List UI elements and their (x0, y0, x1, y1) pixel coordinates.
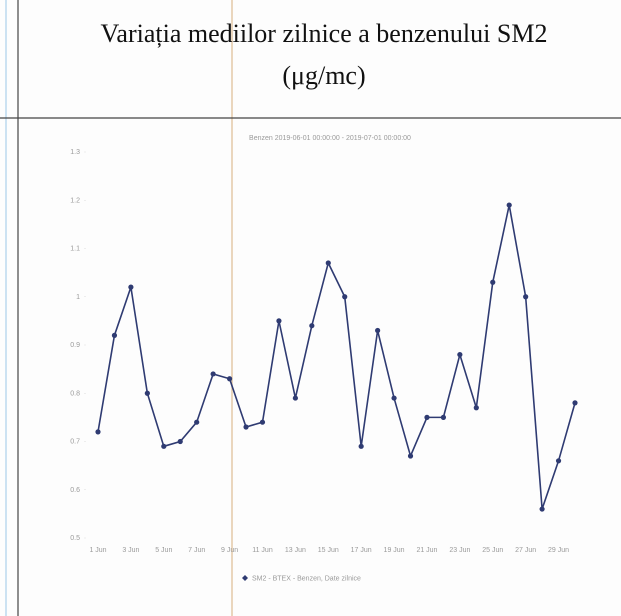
x-tick-label: 11 Jun (252, 547, 273, 554)
point (457, 352, 463, 358)
y-tick-label: 0.6 (70, 487, 80, 494)
point (506, 202, 512, 208)
y-tick-label: 1.3 (70, 149, 80, 156)
y-tick-label: 0.5 (70, 535, 80, 542)
point (243, 424, 249, 430)
point (358, 443, 364, 449)
point (325, 260, 331, 266)
point (523, 294, 529, 300)
x-tick-label: 25 Jun (482, 547, 503, 554)
x-tick-label: 17 Jun (351, 547, 372, 554)
point (539, 506, 545, 512)
title-line: Variația mediilor zilnice a benzenului S… (101, 19, 548, 48)
point (259, 419, 266, 425)
x-tick-label: 29 Jun (548, 547, 569, 554)
point (407, 453, 414, 459)
point (144, 390, 150, 396)
x-tick-label: 15 Jun (318, 547, 339, 554)
point (342, 294, 348, 300)
x-tick-label: 27 Jun (515, 547, 536, 554)
y-tick-label: 0.8 (70, 390, 80, 397)
point (128, 284, 134, 290)
point (391, 395, 397, 401)
x-tick-label: 13 Jun (285, 547, 306, 554)
point (210, 371, 216, 377)
point (440, 414, 447, 420)
x-tick-label: 5 Jun (155, 547, 172, 554)
point (177, 438, 183, 445)
point (226, 376, 233, 382)
point (555, 458, 562, 464)
y-tick-label: 1.1 (70, 246, 80, 253)
legend-label: SM2 - BTEX - Benzen, Date zilnice (252, 576, 361, 583)
x-tick-label: 9 Jun (221, 547, 238, 554)
y-tick-label: 0.7 (70, 439, 80, 446)
x-tick-label: 3 Jun (122, 547, 139, 554)
point (161, 443, 167, 449)
x-tick-label: 7 Jun (188, 547, 205, 554)
line (97, 204, 576, 510)
y-tick-label: 1.2 (70, 197, 80, 204)
point (276, 318, 282, 324)
point (473, 405, 479, 411)
y-tick-label: 0.9 (70, 342, 80, 349)
point (424, 414, 430, 420)
point (111, 332, 118, 338)
point (375, 327, 381, 334)
title-line: (μg/mc) (282, 61, 365, 90)
point (292, 395, 298, 401)
chart-subtitle: Benzen 2019-06-01 00:00:00 - 2019-07-01 … (249, 135, 411, 142)
y-tick-label: 1 (76, 294, 80, 301)
x-tick-label: 23 Jun (449, 547, 470, 554)
x-tick-label: 1 Jun (89, 547, 106, 554)
point (95, 429, 101, 435)
x-tick-label: 19 Jun (384, 547, 405, 554)
point (572, 400, 578, 406)
x-tick-label: 21 Jun (416, 547, 437, 554)
point (194, 419, 200, 425)
legend-marker (242, 575, 248, 581)
point (490, 279, 496, 285)
point (309, 323, 315, 329)
